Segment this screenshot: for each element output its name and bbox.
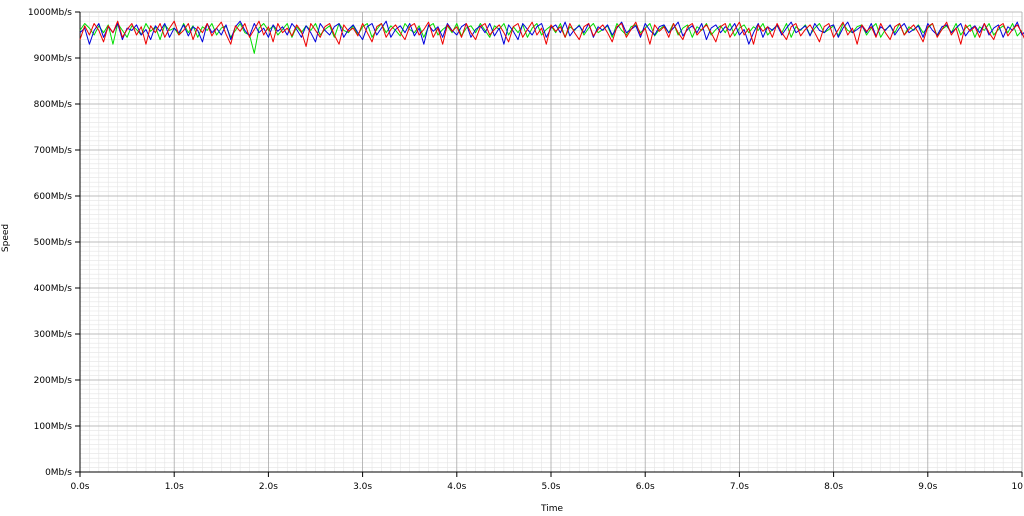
- y-tick-label: 1000Mb/s: [28, 8, 72, 18]
- y-tick-label: 600Mb/s: [34, 192, 73, 202]
- y-tick-label: 800Mb/s: [34, 100, 73, 110]
- y-tick-label: 0Mb/s: [45, 468, 72, 478]
- x-tick-label: 7.0s: [730, 482, 749, 492]
- series-line-3: [79, 20, 1024, 47]
- x-tick-label: 6.0s: [636, 482, 655, 492]
- x-tick-labels: 0.0s 1.0s 2.0s 3.0s 4.0s 5.0s 6.0s 7.0s 8.0s 9.0s…: [70, 482, 1023, 492]
- y-axis-title: Speed: [1, 224, 11, 252]
- y-tick-label: 300Mb/s: [34, 330, 73, 340]
- x-tick-label: 5.0s: [541, 482, 560, 492]
- y-tick-label: 500Mb/s: [34, 238, 73, 248]
- series-layer: [79, 20, 1024, 54]
- major-grid: [79, 11, 1023, 473]
- axes: [75, 11, 1023, 477]
- x-tick-label: 0.0s: [70, 482, 89, 492]
- x-tick-label: 2.0s: [259, 482, 278, 492]
- x-axis-title: Time: [540, 504, 563, 512]
- y-tick-label: 100Mb/s: [34, 422, 73, 432]
- y-tick-label: 700Mb/s: [34, 146, 73, 156]
- x-tick-label: 1.0s: [165, 482, 184, 492]
- x-tick-label: 4.0s: [447, 482, 466, 492]
- x-tick-label: 9.0s: [918, 482, 937, 492]
- x-tick-label: 10: [1012, 482, 1024, 492]
- y-tick-label: 400Mb/s: [34, 284, 73, 294]
- y-tick-labels: 0Mb/s 100Mb/s 200Mb/s 300Mb/s 400Mb/s 500Mb/s…: [28, 8, 72, 478]
- y-tick-label: 900Mb/s: [34, 54, 73, 64]
- x-tick-label: 3.0s: [353, 482, 372, 492]
- series-line-2: [79, 20, 1024, 45]
- x-tick-label: 8.0s: [824, 482, 843, 492]
- y-tick-label: 200Mb/s: [34, 376, 73, 386]
